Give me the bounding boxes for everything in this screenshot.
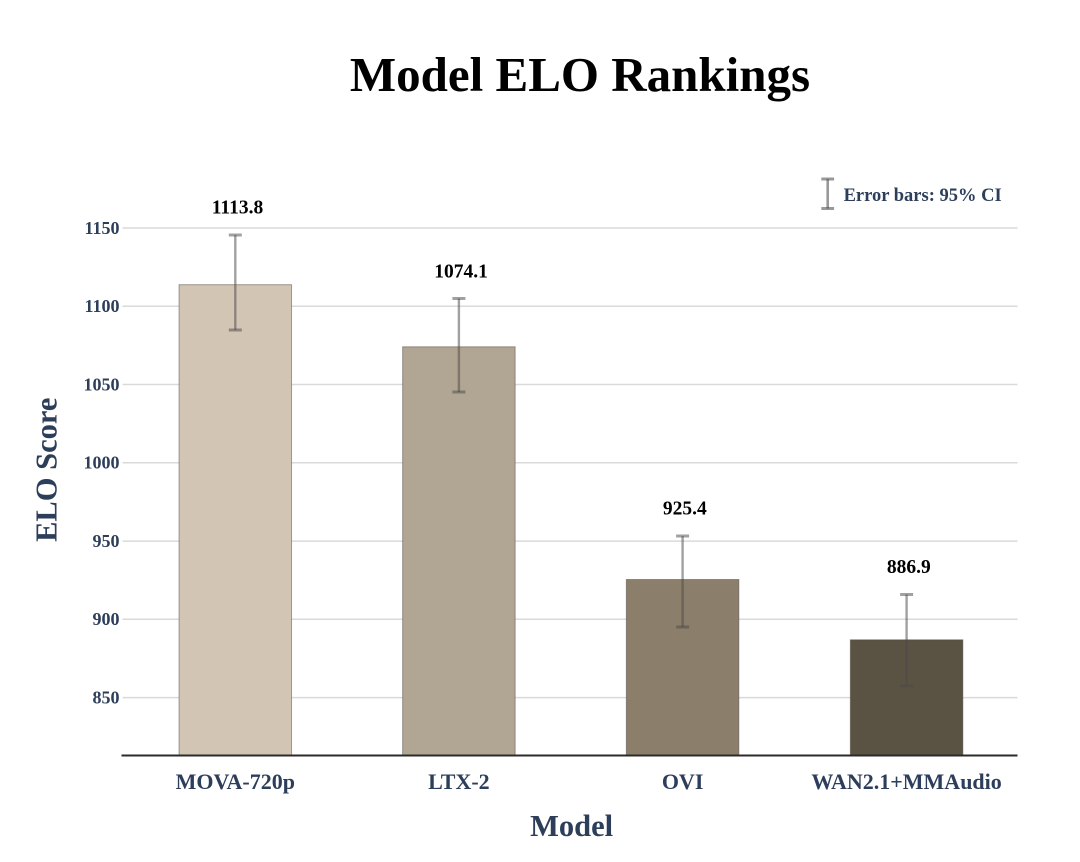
svg-text:925.4: 925.4 (663, 499, 707, 520)
svg-text:ELO Score: ELO Score (30, 398, 64, 542)
svg-text:OVI: OVI (662, 769, 704, 794)
svg-text:1050: 1050 (84, 374, 120, 394)
svg-text:1100: 1100 (84, 296, 119, 316)
svg-text:900: 900 (93, 609, 120, 629)
svg-text:1000: 1000 (84, 453, 120, 473)
svg-text:Error bars: 95% CI: Error bars: 95% CI (844, 186, 1002, 206)
svg-text:Model: Model (530, 809, 613, 843)
svg-text:886.9: 886.9 (887, 557, 931, 578)
svg-text:1113.8: 1113.8 (212, 198, 264, 219)
svg-text:1074.1: 1074.1 (434, 261, 488, 282)
svg-text:MOVA-720p: MOVA-720p (176, 769, 295, 794)
svg-text:WAN2.1+MMAudio: WAN2.1+MMAudio (811, 769, 1001, 794)
svg-text:LTX-2: LTX-2 (428, 769, 490, 794)
svg-text:950: 950 (93, 531, 120, 551)
svg-text:1150: 1150 (84, 218, 119, 238)
svg-text:Model ELO Rankings: Model ELO Rankings (350, 47, 810, 102)
svg-text:850: 850 (93, 688, 120, 708)
